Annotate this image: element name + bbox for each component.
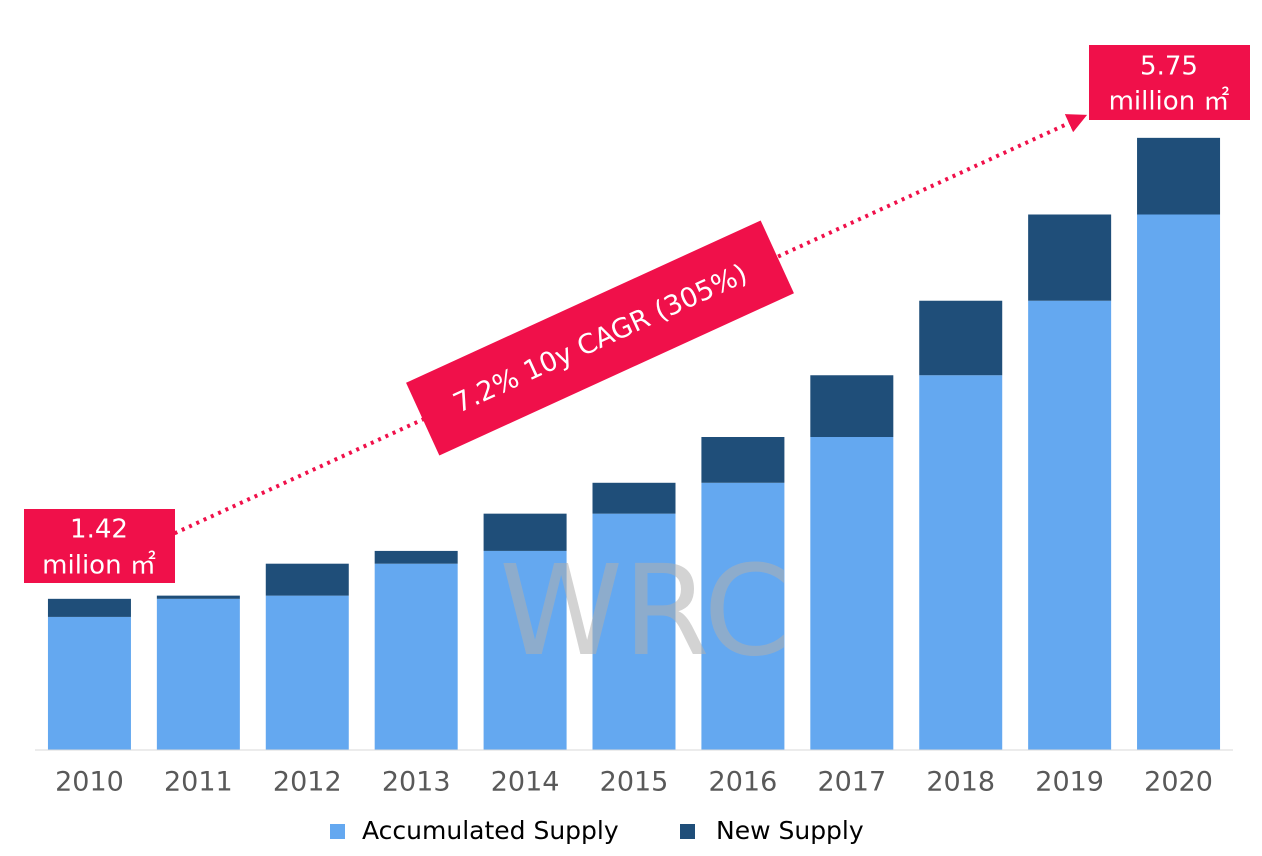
- x-tick-label: 2020: [1144, 767, 1213, 798]
- x-tick-label: 2012: [273, 767, 342, 798]
- legend: Accumulated Supply New Supply: [330, 816, 864, 845]
- bar-segment: [701, 437, 785, 483]
- bar-segment: [1028, 300, 1112, 750]
- x-tick-label: 2019: [1035, 767, 1104, 798]
- x-tick-label: 2018: [926, 767, 995, 798]
- bar-segment: [592, 482, 676, 514]
- x-tick-label: 2013: [382, 767, 451, 798]
- x-tick-label: 2015: [600, 767, 669, 798]
- callout-box: [1089, 45, 1250, 120]
- bar-segment: [919, 300, 1003, 376]
- bar-segment: [919, 375, 1003, 750]
- bar-segment: [701, 482, 785, 750]
- cagr-label: 7.2% 10y CAGR (305%): [449, 258, 752, 419]
- bar-segment: [47, 616, 131, 750]
- callout-box: [24, 509, 175, 583]
- bar-segment: [810, 375, 894, 438]
- bar-segment: [1137, 214, 1221, 750]
- x-tick-label: 2010: [55, 767, 124, 798]
- cagr-callout: 7.2% 10y CAGR (305%): [406, 220, 794, 456]
- callout-box: [406, 220, 794, 456]
- bar-segment: [156, 598, 240, 750]
- legend-swatch: [680, 824, 695, 839]
- bar-segment: [1028, 214, 1112, 301]
- bar-segment: [483, 513, 567, 551]
- bar-segment: [374, 550, 458, 564]
- watermark: WRC: [499, 539, 791, 684]
- legend-label: Accumulated Supply: [362, 816, 619, 845]
- x-tick-label: 2011: [164, 767, 233, 798]
- bar-segment: [810, 437, 894, 750]
- legend-swatch: [330, 824, 345, 839]
- end-value: 5.75: [1140, 52, 1198, 82]
- bar-segment: [156, 595, 240, 599]
- bars: [47, 137, 1221, 750]
- end-unit: million ㎡: [1109, 87, 1230, 117]
- start-unit: milion ㎡: [42, 551, 156, 581]
- bar-segment: [47, 598, 131, 617]
- start-value: 1.42: [70, 515, 128, 545]
- bar-segment: [1137, 137, 1221, 215]
- x-tick-label: 2017: [817, 767, 886, 798]
- bar-segment: [483, 550, 567, 750]
- bar-segment: [265, 595, 349, 750]
- x-tick-label: 2014: [491, 767, 560, 798]
- legend-label: New Supply: [716, 816, 864, 845]
- bar-segment: [592, 513, 676, 750]
- bar-segment: [374, 563, 458, 750]
- bar-segment: [265, 563, 349, 596]
- x-tick-label: 2016: [709, 767, 778, 798]
